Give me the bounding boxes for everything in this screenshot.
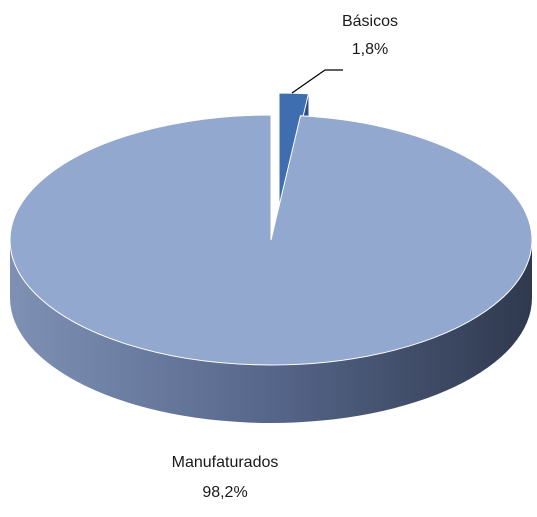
slice-value-label: 1,8%: [352, 41, 388, 58]
slice: [9, 114, 533, 366]
leader-line: [291, 69, 343, 94]
slice-label: Manufaturados: [172, 454, 279, 471]
slice-value-label: 98,2%: [202, 484, 247, 501]
slice-side: [10, 240, 532, 423]
slice-label: Básicos: [342, 13, 398, 30]
